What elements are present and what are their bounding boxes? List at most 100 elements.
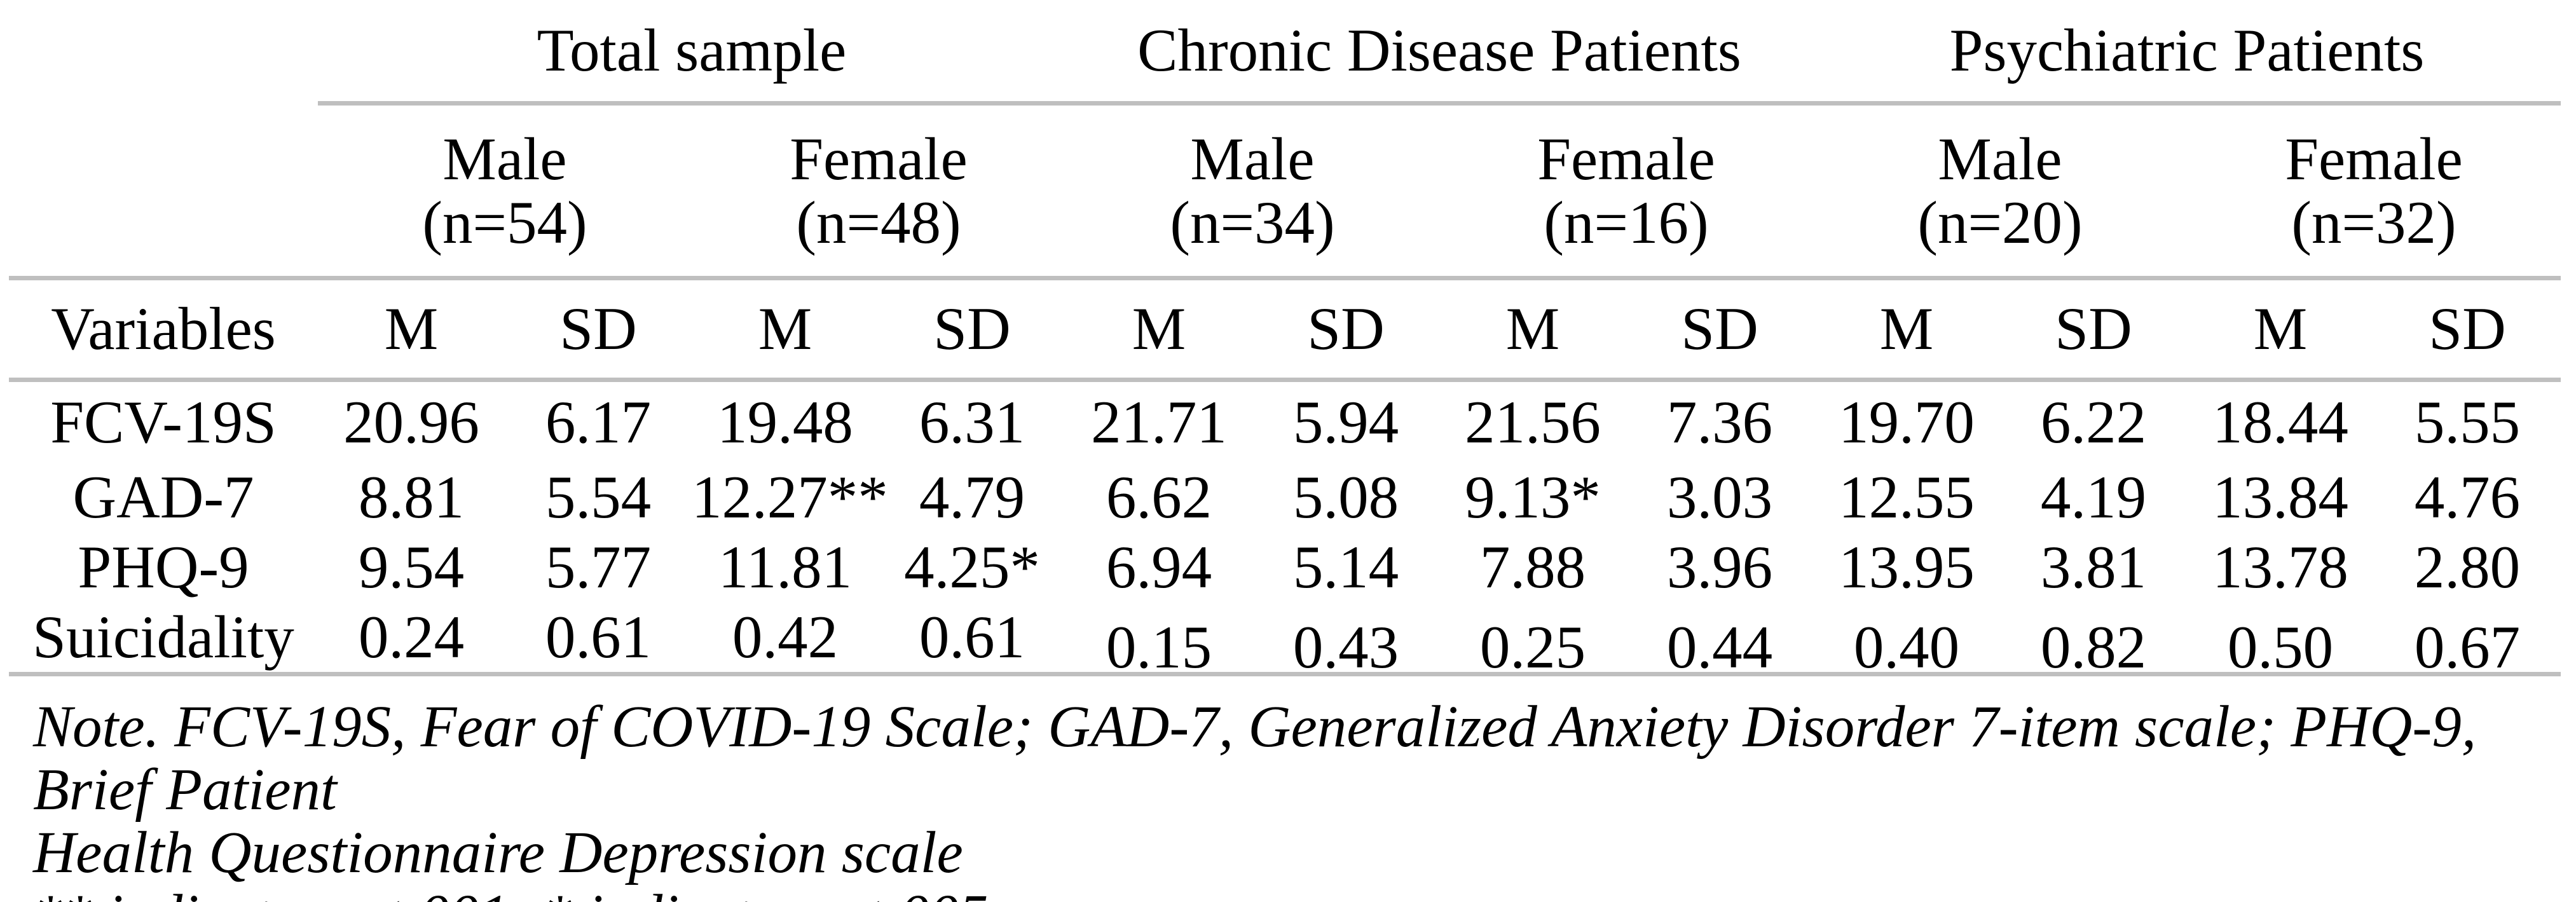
data-cell: 0.82 <box>2000 612 2187 687</box>
data-cell: 12.27** <box>692 463 888 531</box>
subgroup-header-chronic-female: Female (n=16) <box>1439 103 1813 280</box>
sd-header: SD <box>2374 278 2561 382</box>
data-cell: 5.14 <box>1292 533 1399 601</box>
mean-header: M <box>2187 278 2374 382</box>
data-cell: 0.24 <box>318 602 505 676</box>
group-header-row: Total sample Chronic Disease Patients Ps… <box>9 0 2561 106</box>
data-cell: 0.61 <box>879 602 1065 676</box>
sd-header: SD <box>505 278 692 382</box>
data-cell: 4.19 <box>2040 463 2147 531</box>
sd-header: SD <box>879 278 1065 382</box>
data-cell: 4.76 <box>2414 463 2521 531</box>
data-cell: 6.62 <box>1106 463 1212 531</box>
table-row-fcv-19s: FCV-19S 20.96 6.17 19.48 6.31 21.71 5.94… <box>9 379 2561 462</box>
data-cell: 18.44 <box>2212 388 2348 456</box>
subgroup-header-total-male: Male (n=54) <box>318 103 692 280</box>
subgroup-sex-label: Male <box>1190 125 1315 193</box>
data-cell: 5.55 <box>2414 388 2521 456</box>
data-cell: 0.25 <box>1439 612 1626 687</box>
subgroup-sex-label: Male <box>1938 125 2062 193</box>
stat-header-row: Variables M SD M SD M SD M SD M SD M SD <box>9 278 2561 382</box>
data-cell: 13.95 <box>1839 533 1975 601</box>
subgroup-n-label: (n=32) <box>2291 188 2456 256</box>
data-cell: 0.44 <box>1626 612 1813 687</box>
data-cell: 9.54 <box>358 533 465 601</box>
data-cell: 21.56 <box>1465 388 1601 456</box>
data-cell: 0.67 <box>2374 612 2561 687</box>
note-line-abbreviations: Note. FCV-19S, Fear of COVID-19 Scale; G… <box>33 694 2477 823</box>
mean-header: M <box>1065 278 1252 382</box>
subgroup-n-label: (n=34) <box>1170 188 1335 256</box>
row-label-suicidality: Suicidality <box>9 602 318 676</box>
data-cell: 4.79 <box>919 463 1025 531</box>
group-header-total-sample: Total sample <box>318 0 1065 106</box>
subgroup-header-chronic-male: Male (n=34) <box>1065 103 1439 280</box>
data-cell: 8.81 <box>358 463 465 531</box>
subgroup-sex-label: Male <box>442 125 567 193</box>
data-cell: 12.55 <box>1839 463 1975 531</box>
data-cell: 5.54 <box>545 463 652 531</box>
data-cell: 6.31 <box>919 388 1025 456</box>
data-cell: 9.13* <box>1465 463 1601 531</box>
table-note: Note. FCV-19S, Fear of COVID-19 Scale; G… <box>9 676 2556 902</box>
mean-header: M <box>692 278 879 382</box>
table-row-gad-7: GAD-7 8.81 5.54 12.27** 4.79 6.62 5.08 9… <box>9 462 2561 532</box>
data-cell: 20.96 <box>343 388 479 456</box>
mean-header: M <box>1813 278 2000 382</box>
subgroup-header-psychiatric-female: Female (n=32) <box>2187 103 2561 280</box>
data-cell: 19.48 <box>717 388 853 456</box>
variables-column-header: Variables <box>9 278 318 382</box>
data-cell: 0.40 <box>1813 612 2000 687</box>
table-row-phq-9: PHQ-9 9.54 5.77 11.81 4.25* 6.94 5.14 7.… <box>9 532 2561 602</box>
subgroup-sex-label: Female <box>2285 125 2463 193</box>
data-cell: 13.78 <box>2212 533 2348 601</box>
data-cell: 5.08 <box>1292 463 1399 531</box>
data-cell: 6.94 <box>1106 533 1212 601</box>
data-cell: 0.15 <box>1065 612 1252 687</box>
subgroup-n-label: (n=54) <box>422 188 587 256</box>
sd-header: SD <box>2000 278 2187 382</box>
data-cell: 7.88 <box>1479 533 1586 601</box>
data-cell: 3.81 <box>2040 533 2147 601</box>
data-cell: 13.84 <box>2212 463 2348 531</box>
note-line-significance: ** indicates p<.001; * indicates p<.005 <box>33 884 2556 902</box>
table-row-suicidality: Suicidality 0.24 0.61 0.42 0.61 0.15 0.4… <box>9 602 2561 687</box>
data-cell: 11.81 <box>718 533 853 601</box>
data-cell: 19.70 <box>1839 388 1975 456</box>
descriptive-statistics-table: Total sample Chronic Disease Patients Ps… <box>9 0 2561 687</box>
mean-header: M <box>1439 278 1626 382</box>
data-cell: 5.77 <box>545 533 652 601</box>
note-line-abbreviations-cont: Health Questionnaire Depression scale <box>33 820 963 885</box>
data-cell: 7.36 <box>1666 388 1773 456</box>
subgroup-header-row: Male (n=54) Female (n=48) Male (n=34) Fe… <box>9 103 2561 280</box>
data-cell: 2.80 <box>2414 533 2521 601</box>
subgroup-sex-label: Female <box>790 125 968 193</box>
corner-spacer <box>9 103 318 280</box>
subgroup-n-label: (n=20) <box>1917 188 2083 256</box>
data-cell: 6.22 <box>2040 388 2147 456</box>
group-header-chronic-disease-patients: Chronic Disease Patients <box>1065 0 1813 106</box>
data-cell: 3.96 <box>1666 533 1773 601</box>
data-cell: 0.43 <box>1252 612 1439 687</box>
data-cell: 0.50 <box>2187 612 2374 687</box>
subgroup-n-label: (n=48) <box>796 188 961 256</box>
sd-header: SD <box>1252 278 1439 382</box>
data-cell: 0.61 <box>505 602 692 676</box>
subgroup-header-total-female: Female (n=48) <box>692 103 1065 280</box>
mean-header: M <box>318 278 505 382</box>
row-label-fcv-19s: FCV-19S <box>50 388 277 456</box>
data-cell: 6.17 <box>545 388 652 456</box>
subgroup-header-psychiatric-male: Male (n=20) <box>1813 103 2187 280</box>
data-cell: 21.71 <box>1091 388 1227 456</box>
row-label-gad-7: GAD-7 <box>72 463 254 531</box>
sd-header: SD <box>1626 278 1813 382</box>
row-label-phq-9: PHQ-9 <box>78 533 249 601</box>
subgroup-n-label: (n=16) <box>1544 188 1709 256</box>
corner-spacer <box>9 0 318 103</box>
data-cell: 3.03 <box>1666 463 1773 531</box>
data-cell: 5.94 <box>1292 388 1399 456</box>
group-header-psychiatric-patients: Psychiatric Patients <box>1813 0 2561 106</box>
subgroup-sex-label: Female <box>1537 125 1715 193</box>
data-cell: 4.25* <box>904 533 1040 601</box>
